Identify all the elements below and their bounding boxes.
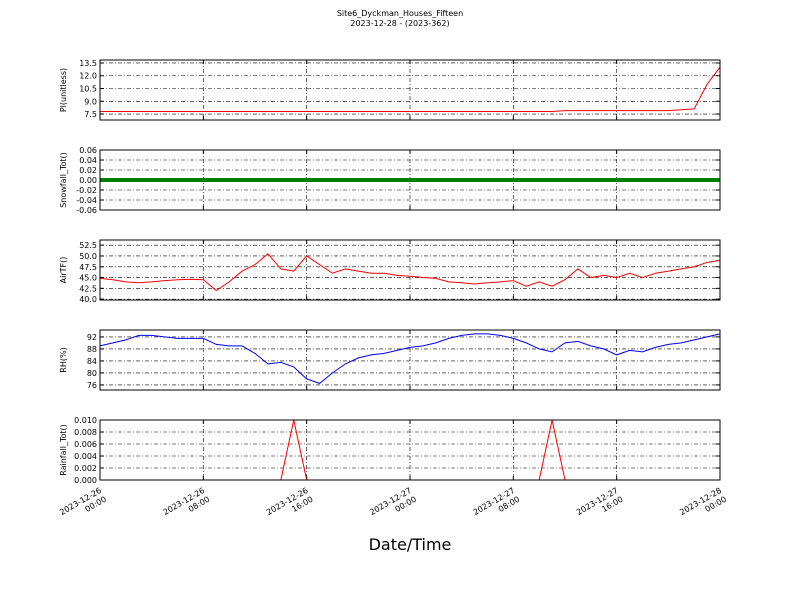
y-tick-label: 0.004 [74, 452, 97, 461]
y-axis-label: Snowfall_Tot() [59, 152, 68, 208]
x-tick-label: 2023-12-2608:00 [162, 486, 212, 526]
x-tick-label: 2023-12-2800:00 [678, 486, 728, 526]
y-tick-label: 47.5 [79, 263, 97, 272]
x-tick-label: 2023-12-2716:00 [575, 486, 625, 526]
y-axis-label: Rainfall_Tot() [59, 424, 68, 476]
plot-frame [99, 239, 721, 301]
y-tick-label: 76 [87, 381, 97, 390]
y-tick-label: 7.5 [84, 110, 97, 119]
y-tick-label: 0.000 [74, 476, 97, 485]
y-tick-label: 42.5 [79, 284, 97, 293]
y-tick-label: 9.0 [84, 97, 97, 106]
x-axis-label: Date/Time [369, 535, 452, 554]
x-tick-label: 2023-12-2616:00 [265, 486, 315, 526]
y-axis-label: Pl(unitless) [59, 68, 68, 112]
chart-title: Site6_Dyckman_Houses_Fifteen [337, 9, 463, 18]
y-tick-label: 10.5 [79, 85, 97, 94]
data-line [99, 333, 721, 384]
plot-frame [99, 59, 721, 121]
y-tick-label: 50.0 [79, 252, 97, 261]
y-tick-label: -0.02 [76, 186, 97, 195]
y-tick-label: 0.04 [79, 156, 97, 165]
data-line [100, 66, 721, 112]
x-tick-label: 2023-12-2600:00 [58, 486, 108, 526]
y-tick-label: 45.0 [79, 274, 97, 283]
x-tick-label: 2023-12-2708:00 [472, 486, 522, 526]
y-tick-label: -0.06 [76, 206, 97, 215]
y-tick-label: 12.0 [79, 72, 97, 81]
y-tick-label: 52.5 [79, 241, 97, 250]
plot-frame [99, 149, 721, 211]
plot-frame [99, 329, 721, 391]
y-tick-label: 0.06 [79, 146, 97, 155]
y-tick-label: 92 [87, 333, 97, 342]
y-tick-label: 0.002 [74, 464, 97, 473]
y-tick-label: 80 [87, 369, 97, 378]
plot-frame [99, 419, 721, 481]
y-axis-label: AirTF() [59, 257, 68, 284]
y-tick-label: 88 [87, 345, 97, 354]
y-tick-label: 0.010 [74, 416, 97, 425]
chart-subtitle: 2023-12-28 - (2023-362) [350, 19, 449, 28]
y-tick-label: 84 [87, 357, 97, 366]
y-tick-label: 13.5 [79, 59, 97, 68]
x-tick-label: 2023-12-2700:00 [368, 486, 418, 526]
y-tick-label: 0.008 [74, 428, 97, 437]
data-line [99, 253, 721, 292]
y-tick-label: 0.02 [79, 166, 97, 175]
y-axis-label: RH(%) [59, 347, 68, 372]
y-tick-label: 0.006 [74, 440, 97, 449]
y-tick-label: 40.0 [79, 295, 97, 304]
y-tick-label: 0.00 [79, 176, 97, 185]
y-tick-label: -0.04 [76, 196, 97, 205]
